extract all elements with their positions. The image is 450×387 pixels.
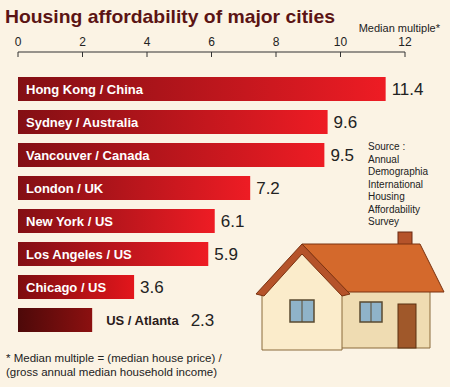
data-label: 3.6 <box>140 278 164 297</box>
footnote: (gross annual median household income) <box>6 366 217 378</box>
window-bar <box>371 302 372 322</box>
tick-mark <box>147 52 148 57</box>
tick-mark <box>211 52 212 57</box>
category-label: Hong Kong / China <box>26 82 144 97</box>
category-label: US / Atlanta <box>106 313 179 328</box>
tick-label: 2 <box>79 35 86 49</box>
bar <box>18 242 208 266</box>
bar <box>18 176 250 200</box>
data-label: 11.4 <box>392 80 424 99</box>
tick-mark <box>18 52 19 57</box>
category-label: Vancouver / Canada <box>26 148 150 163</box>
data-label: 7.2 <box>256 179 280 198</box>
door <box>398 304 416 348</box>
footnote: * Median multiple = (median house price)… <box>6 352 223 364</box>
source: International <box>368 179 423 190</box>
data-label: 9.6 <box>334 113 358 132</box>
bar <box>18 110 328 134</box>
category-label: Los Angeles / US <box>26 247 132 262</box>
bar <box>18 275 134 299</box>
axis-label: Median multiple* <box>359 22 441 34</box>
source: Affordability <box>368 204 420 215</box>
category-label: Sydney / Australia <box>26 115 139 130</box>
tick-label: 8 <box>273 35 280 49</box>
tick-label: 4 <box>144 35 151 49</box>
data-label: 9.5 <box>330 146 354 165</box>
tick-label: 0 <box>15 35 22 49</box>
window-bar <box>302 300 303 322</box>
roof-edge <box>256 244 350 296</box>
window <box>290 300 314 322</box>
category-label: New York / US <box>26 214 113 229</box>
data-label: 5.9 <box>214 245 238 264</box>
tick-label: 12 <box>398 35 412 49</box>
source: Demographia <box>368 166 428 177</box>
house-illustration <box>256 232 444 350</box>
data-label: 2.3 <box>191 311 215 330</box>
window <box>360 302 382 322</box>
bar <box>18 143 324 167</box>
source: Survey <box>368 216 399 227</box>
tick-label: 10 <box>334 35 348 49</box>
category-label: Chicago / US <box>26 280 107 295</box>
source: Source : <box>368 141 405 152</box>
source: Housing <box>368 191 405 202</box>
background <box>0 0 450 387</box>
tick-mark <box>340 52 341 57</box>
chart: Housing affordability of major cities Med… <box>0 0 450 387</box>
tick-mark <box>276 52 277 57</box>
tick-mark <box>405 52 406 57</box>
bar <box>18 77 386 101</box>
source: Annual <box>368 154 399 165</box>
tick-label: 6 <box>208 35 215 49</box>
bar <box>18 308 92 332</box>
bar <box>18 209 215 233</box>
category-label: London / UK <box>26 181 104 196</box>
tick-mark <box>82 52 83 57</box>
data-label: 6.1 <box>221 212 245 231</box>
title: Housing affordability of major cities <box>5 6 335 27</box>
